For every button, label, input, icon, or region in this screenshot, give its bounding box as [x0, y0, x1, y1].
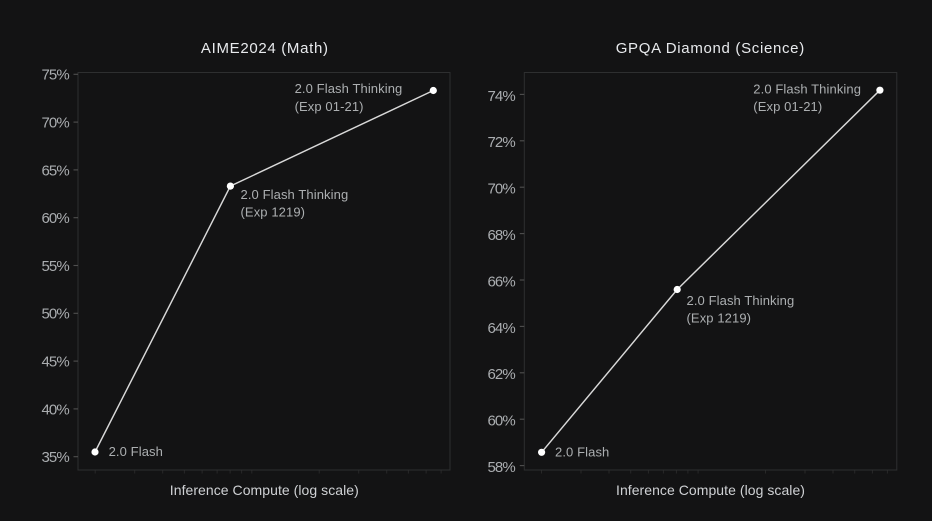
svg-text:AIME2024 (Math): AIME2024 (Math) [201, 40, 329, 57]
svg-text:(Exp 1219): (Exp 1219) [241, 205, 306, 220]
svg-text:60%: 60% [41, 210, 69, 227]
svg-text:62%: 62% [487, 366, 515, 383]
svg-text:72%: 72% [487, 134, 515, 151]
svg-text:64%: 64% [487, 320, 515, 337]
svg-text:(Exp 01-21): (Exp 01-21) [295, 99, 364, 114]
svg-text:70%: 70% [487, 181, 515, 198]
svg-text:70%: 70% [41, 115, 69, 132]
svg-text:2.0 Flash Thinking: 2.0 Flash Thinking [753, 81, 861, 96]
svg-text:Inference Compute (log scale): Inference Compute (log scale) [616, 482, 805, 498]
svg-text:58%: 58% [487, 459, 515, 476]
svg-text:50%: 50% [41, 306, 69, 323]
svg-text:2.0 Flash: 2.0 Flash [109, 444, 163, 459]
svg-text:2.0 Flash: 2.0 Flash [555, 445, 609, 460]
svg-text:75%: 75% [41, 67, 69, 84]
svg-text:2.0 Flash Thinking: 2.0 Flash Thinking [687, 293, 795, 308]
svg-text:45%: 45% [41, 354, 69, 371]
svg-text:2.0 Flash Thinking: 2.0 Flash Thinking [295, 81, 403, 96]
svg-text:2.0 Flash Thinking: 2.0 Flash Thinking [241, 187, 349, 202]
svg-text:68%: 68% [487, 227, 515, 244]
svg-text:(Exp 1219): (Exp 1219) [687, 310, 752, 325]
svg-text:65%: 65% [41, 162, 69, 179]
svg-text:60%: 60% [487, 413, 515, 430]
svg-text:(Exp 01-21): (Exp 01-21) [753, 99, 822, 114]
svg-text:40%: 40% [41, 401, 69, 418]
svg-text:66%: 66% [487, 273, 515, 290]
svg-text:74%: 74% [487, 88, 515, 105]
svg-text:GPQA Diamond (Science): GPQA Diamond (Science) [616, 40, 805, 57]
svg-text:35%: 35% [41, 449, 69, 466]
svg-text:Inference Compute (log scale): Inference Compute (log scale) [170, 482, 359, 498]
svg-text:55%: 55% [41, 258, 69, 275]
